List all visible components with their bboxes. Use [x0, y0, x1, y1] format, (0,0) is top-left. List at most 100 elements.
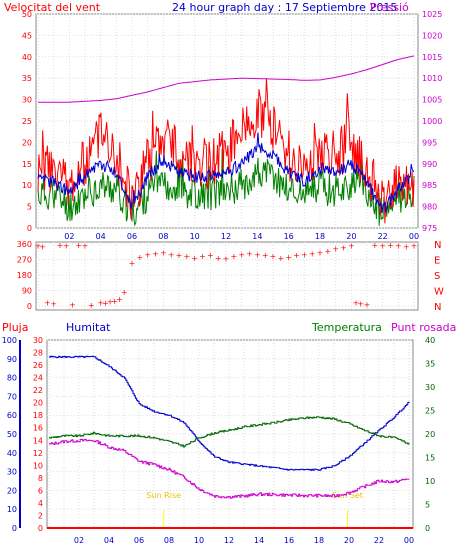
x-tick-label: 20: [344, 536, 354, 545]
wind-dir-point: +: [223, 255, 230, 264]
graph-title: 24 hour graph day : 17 Septiembre 2015: [172, 1, 397, 14]
x-tick-label: 14: [254, 536, 264, 545]
temperature-tick: 30: [425, 383, 435, 392]
temperature-line: [49, 416, 410, 448]
x-tick-label: 22: [378, 232, 388, 241]
wind-dir-point: +: [379, 242, 386, 251]
top-panel: Velocitat del vent 24 hour graph day : 1…: [4, 1, 442, 241]
wind-speed-tick: 30: [22, 96, 32, 105]
wind-speed-tick: 20: [22, 138, 32, 147]
wind-dir-point: +: [230, 252, 237, 261]
compass-tick: W: [434, 287, 444, 298]
wind-dir-point: +: [403, 243, 410, 252]
wind-dir-point: +: [238, 250, 245, 259]
x-tick-label: 02: [74, 536, 84, 545]
pressure-tick: 1020: [422, 31, 442, 40]
x-tick-label: 16: [284, 536, 294, 545]
x-tick-label: 02: [64, 232, 74, 241]
rain-tick: 14: [33, 436, 43, 445]
humidity-tick: 30: [7, 468, 17, 477]
pressure-tick: 980: [422, 203, 437, 212]
humidity-tick: 10: [7, 505, 17, 514]
wind-avg-line: [37, 132, 415, 214]
wind-speed-line: [37, 148, 415, 227]
wind-dir-point: +: [144, 250, 151, 259]
wind-dir-tick: 180: [17, 271, 32, 280]
wind-dir-point: +: [353, 299, 360, 308]
x-tick-label: 12: [224, 536, 234, 545]
pressure-tick: 1015: [422, 53, 442, 62]
temperature-tick: 0: [425, 524, 430, 533]
wind-dir-point: +: [246, 249, 253, 258]
top-x-axis: 02 04 06 08 10 12 14 16 18 20 22 00: [64, 232, 419, 241]
wind-dir-point: +: [88, 301, 95, 310]
wind-dir-point: +: [39, 243, 46, 252]
humidity-tick: 100: [2, 336, 17, 345]
pressure-label: Pressió: [370, 1, 409, 14]
humidity-line: [49, 355, 410, 471]
x-tick-label: 04: [96, 232, 106, 241]
temperature-tick: 15: [425, 454, 435, 463]
wind-dir-point: +: [102, 299, 109, 308]
wind-dir-points: +++ ++ +++ ++ ++++++++ + + + + + + + + + + + + + + + + + + + + + +…: [35, 241, 418, 310]
wind-dir-point: +: [285, 253, 292, 262]
wind-dir-point: +: [395, 242, 402, 251]
x-tick-label: 14: [252, 232, 262, 241]
sun-set-label: Sun Set: [332, 491, 363, 500]
x-tick-label: 20: [346, 232, 356, 241]
wind-dir-point: +: [136, 253, 143, 262]
x-tick-label: 00: [404, 536, 414, 545]
pressure-tick: 1000: [422, 117, 442, 126]
pressure-line: [38, 55, 415, 103]
wind-dir-point: +: [75, 241, 82, 250]
wind-speed-tick: 15: [22, 160, 32, 169]
wind-dir-point: +: [168, 250, 175, 259]
temperature-tick: 35: [425, 360, 435, 369]
pressure-tick: 995: [422, 138, 437, 147]
compass-tick: E: [434, 256, 440, 267]
temperature-tick: 5: [425, 501, 430, 510]
temperature-label: Temperatura: [311, 321, 382, 334]
bottom-panel: Pluja Humitat Temperatura Punt rosada 0 1…: [2, 321, 457, 545]
rain-tick: 24: [33, 374, 43, 383]
wind-speed-tick: 25: [22, 117, 32, 126]
wind-dir-point: +: [207, 251, 214, 260]
temperature-tick: 20: [425, 430, 435, 439]
x-tick-label: 22: [374, 536, 384, 545]
temperature-tick: 10: [425, 477, 435, 486]
top-series: [37, 55, 415, 227]
wind-dir-point: +: [324, 247, 331, 256]
rain-tick: 4: [38, 499, 43, 508]
wind-dir-point: +: [44, 299, 51, 308]
pressure-tick: 990: [422, 160, 437, 169]
wind-speed-tick: 0: [27, 224, 32, 233]
rain-tick: 30: [33, 336, 43, 345]
humidity-tick: 60: [7, 411, 17, 420]
wind-dir-point: +: [254, 250, 261, 259]
wind-dir-point: +: [160, 249, 167, 258]
dewpoint-label: Punt rosada: [391, 321, 456, 334]
rain-tick: 20: [33, 399, 43, 408]
wind-dir-tick: 90: [22, 287, 32, 296]
temperature-tick: 25: [425, 407, 435, 416]
rain-tick: 10: [33, 461, 43, 470]
humidity-tick: 80: [7, 374, 17, 383]
x-tick-label: 18: [315, 232, 325, 241]
humidity-tick: 0: [12, 524, 17, 533]
wind-dir-point: +: [348, 242, 355, 251]
wind-speed-tick: 5: [27, 203, 32, 212]
x-tick-label: 10: [190, 232, 200, 241]
wind-dir-point: +: [152, 249, 159, 258]
wind-dir-point: +: [215, 254, 222, 263]
wind-dir-point: +: [50, 299, 57, 308]
wind-dir-point: +: [371, 241, 378, 250]
wind-dir-point: +: [270, 252, 277, 261]
x-tick-label: 08: [164, 536, 174, 545]
x-tick-label: 18: [314, 536, 324, 545]
x-tick-label: 16: [284, 232, 294, 241]
wind-dir-point: +: [69, 300, 76, 309]
dewpoint-line: [49, 438, 410, 499]
rain-tick: 2: [38, 511, 43, 520]
wind-dir-tick: 0: [27, 302, 32, 311]
x-tick-label: 00: [409, 232, 419, 241]
